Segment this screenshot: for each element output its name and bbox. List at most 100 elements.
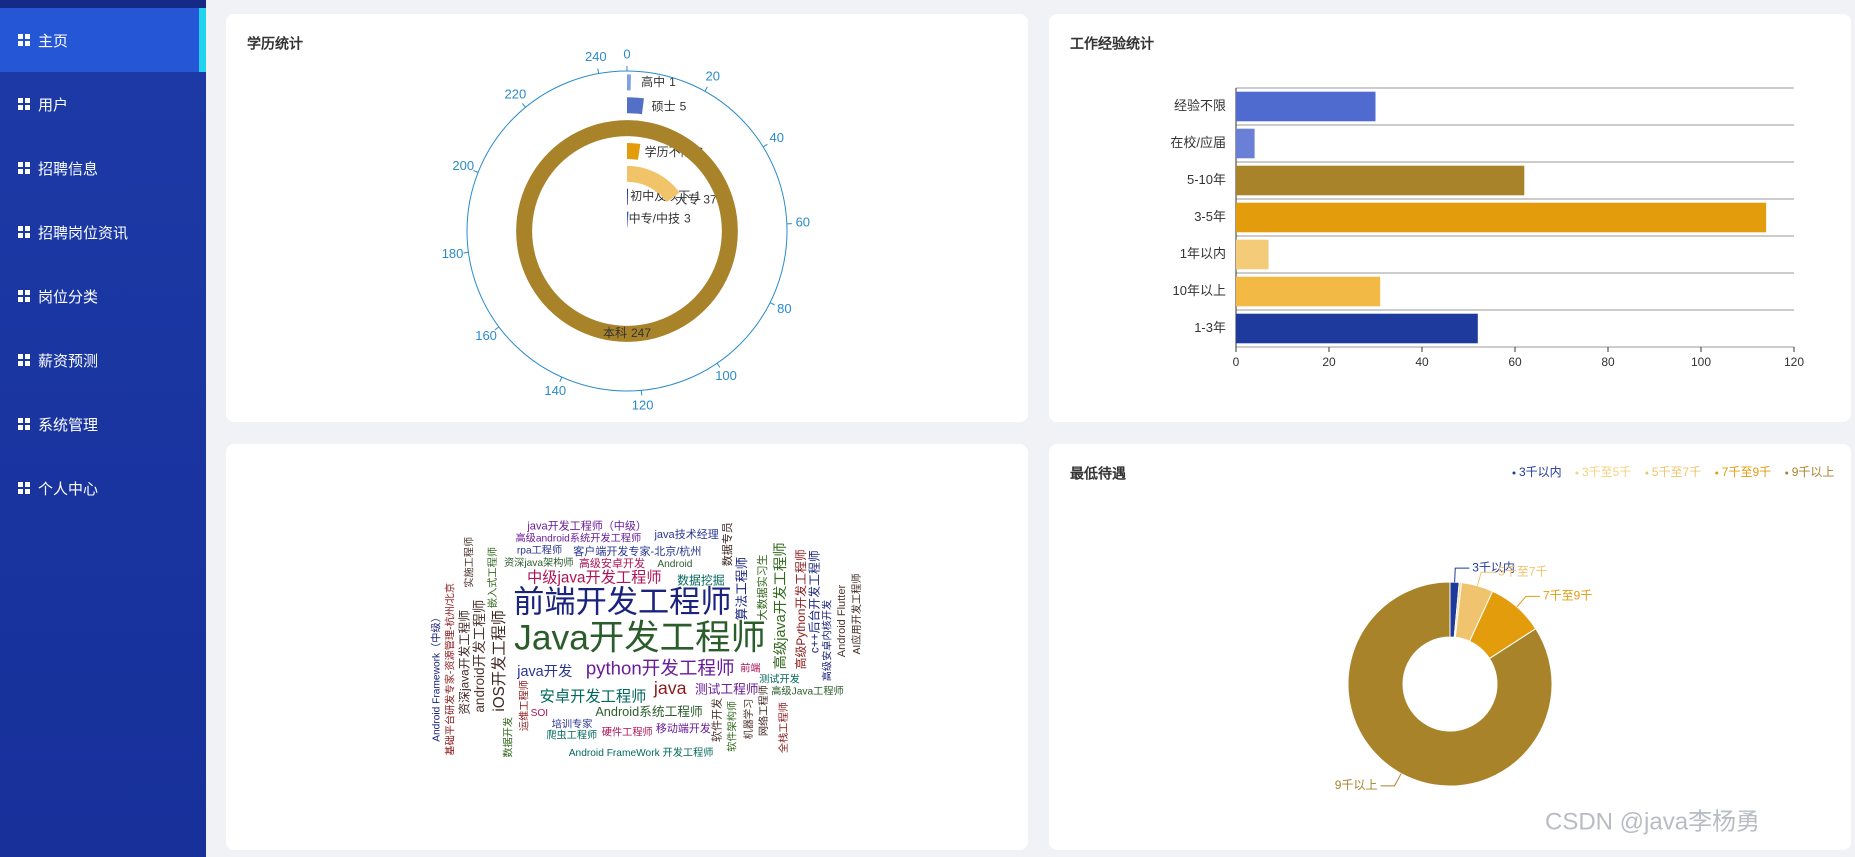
slice-label: 9千以上: [1335, 778, 1378, 792]
icon: [18, 354, 30, 366]
bar-label: 中专/中技 3: [629, 211, 691, 226]
label-value: 5: [680, 100, 687, 114]
menu-item[interactable]: 岗位分类: [0, 264, 206, 328]
label-name: 大专: [675, 192, 699, 207]
menu-item[interactable]: 系统管理: [0, 392, 206, 456]
slice: [1347, 581, 1553, 787]
word: Android系统工程师: [595, 704, 703, 719]
menu-label[interactable]: 系统管理: [38, 416, 99, 434]
word: 软件架构师: [725, 701, 738, 752]
bar-label: 大专 37: [675, 192, 717, 207]
bar: [1236, 202, 1767, 233]
icon: [18, 98, 30, 110]
word: Android Flutter: [836, 585, 848, 658]
menu: 主页用户招聘信息招聘岗位资讯 岗位分类薪资预测系统管理个人中心: [0, 8, 206, 520]
legend-dot: [1785, 471, 1789, 475]
angle-tick-label: 20: [705, 69, 719, 84]
menu-label[interactable]: 岗位分类: [38, 288, 99, 306]
menu-item[interactable]: 用户: [0, 72, 206, 136]
slice-label: 5千至7千: [1498, 564, 1547, 578]
legend-dot: [1512, 471, 1516, 475]
bar-label: 硕士 5: [652, 100, 687, 114]
word: 高级安卓内核开发: [821, 600, 834, 682]
bar: [1236, 276, 1381, 307]
word: 资深java架构师: [504, 556, 574, 569]
menu-item[interactable]: 主页: [0, 8, 206, 72]
menu-label[interactable]: 主页: [38, 32, 69, 50]
legend-label: 9千以上: [1792, 465, 1835, 479]
word: AI应用开发工程师: [850, 573, 863, 654]
word: 数据开发: [501, 717, 514, 758]
bar: [1236, 239, 1269, 270]
angle-tick-label: 100: [715, 368, 737, 383]
angle-tick: [473, 170, 479, 173]
word: 测试开发: [759, 672, 800, 685]
legend-dot: [1575, 471, 1579, 475]
word: 实施工程师: [463, 537, 476, 588]
angle-tick-label: 200: [452, 158, 474, 173]
label-value: 1: [694, 189, 701, 203]
bar: [1236, 91, 1376, 122]
legend-label: 5千至7千: [1652, 465, 1701, 479]
menu-label[interactable]: 招聘信息: [38, 160, 99, 178]
icon: [18, 226, 30, 238]
angle-tick-label: 160: [475, 328, 497, 343]
menu-item[interactable]: 招聘信息: [0, 136, 206, 200]
bar: [1236, 128, 1255, 159]
angle-tick-label: 0: [623, 46, 630, 61]
word: 客户端开发专家-北京/杭州: [573, 544, 701, 558]
menu-label[interactable]: 招聘岗位资讯: [38, 224, 129, 242]
word: 移动端开发: [656, 721, 711, 735]
legend-dot: [1715, 471, 1719, 475]
polar-bar: [627, 97, 644, 115]
y-tick-label: 经验不限: [1174, 98, 1226, 113]
word: java: [653, 678, 687, 698]
word: 嵌入式工程师: [486, 547, 499, 608]
bar: [1236, 165, 1525, 196]
word: 基础平台研发专家-资源管理-杭州/北京: [443, 583, 456, 756]
y-tick-label: 3-5年: [1194, 209, 1226, 224]
x-tick-label: 60: [1508, 355, 1522, 369]
angle-tick: [559, 376, 563, 382]
word: 中级java开发工程师: [527, 569, 662, 586]
y-tick-label: 5-10年: [1187, 172, 1226, 187]
menu-item[interactable]: 薪资预测: [0, 328, 206, 392]
x-tick-label: 120: [1784, 355, 1804, 369]
word: 数据专员: [720, 522, 734, 566]
y-tick-label: 在校/应届: [1170, 135, 1226, 150]
word: python开发工程师: [586, 658, 735, 679]
leader-line: [1476, 571, 1496, 586]
menu-label[interactable]: 用户: [38, 96, 69, 114]
legend-label: 3千至5千: [1582, 465, 1631, 479]
icon: [18, 482, 30, 494]
angle-tick-label: 120: [632, 398, 654, 413]
word: 全栈工程师: [777, 702, 790, 753]
word: 高级Java工程师: [771, 685, 843, 698]
angle-tick: [769, 302, 775, 306]
bar: [1236, 313, 1478, 344]
leader-line: [1516, 595, 1541, 608]
word: 测试工程师: [695, 682, 759, 697]
word: 高级android系统开发工程师: [515, 531, 641, 544]
word: Android FrameWork 开发工程师: [569, 746, 714, 759]
label-name: 本科: [603, 326, 627, 340]
menu-item[interactable]: 个人中心: [0, 456, 206, 520]
angle-tick: [716, 362, 721, 368]
angle-tick: [521, 103, 526, 108]
menu-item[interactable]: 招聘岗位资讯: [0, 200, 206, 264]
icon: [18, 418, 30, 430]
legend-dot: [1645, 471, 1649, 475]
label-value: 1: [669, 75, 676, 89]
word: java开发工程师（中级）: [526, 518, 647, 532]
menu-label[interactable]: 薪资预测: [38, 352, 99, 370]
legend-label: 3千以内: [1519, 465, 1562, 479]
label-name: 硕士: [652, 100, 676, 114]
menu-label[interactable]: 个人中心: [38, 480, 99, 498]
sidebar-top: [0, 0, 206, 8]
icon: [18, 34, 30, 46]
word: 资深java开发工程师: [457, 610, 471, 715]
icon: [18, 162, 30, 174]
word: c++后台开发工程师: [808, 550, 822, 653]
